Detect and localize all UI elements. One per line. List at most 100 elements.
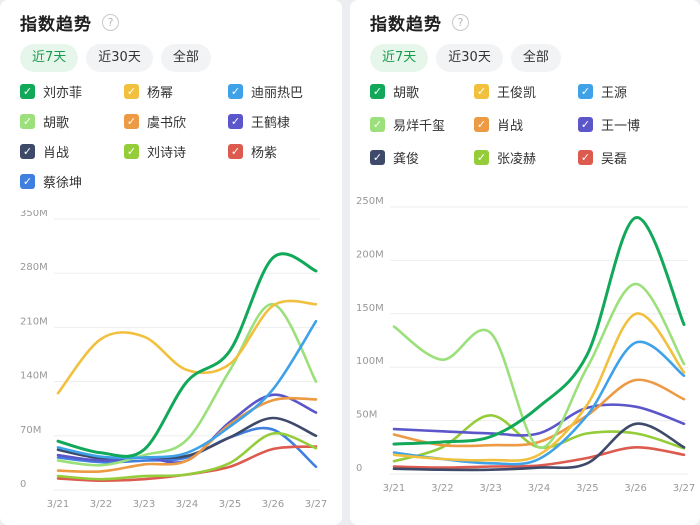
- y-tick-label: 140M: [20, 371, 48, 382]
- legend-item[interactable]: ✓ 吴磊: [578, 148, 627, 167]
- title-row: 指数趋势 ?: [20, 10, 119, 35]
- legend-item[interactable]: ✓ 易烊千玺: [370, 115, 445, 134]
- checkbox-checked-icon[interactable]: ✓: [124, 144, 139, 159]
- panel-title: 指数趋势: [370, 15, 442, 35]
- trend-chart: 0 70M 140M 210M 280M 350M 3/21 3/22 3/23 3/24 3/25…: [20, 210, 327, 510]
- legend-label: 胡歌: [43, 116, 70, 131]
- legend-item[interactable]: ✓ 王俊凯: [474, 82, 536, 101]
- legend-label: 龚俊: [393, 152, 420, 167]
- series-line: [56, 416, 318, 461]
- x-tick-label: 3/23: [133, 499, 155, 510]
- legend-label: 肖战: [43, 146, 70, 161]
- x-tick-label: 3/25: [219, 499, 241, 510]
- tab-7-days[interactable]: 近7天: [370, 44, 429, 72]
- title-row: 指数趋势 ?: [370, 10, 469, 35]
- y-tick-label: 150M: [356, 303, 384, 314]
- legend-item[interactable]: ✓ 蔡徐坤: [20, 172, 82, 191]
- checkbox-checked-icon[interactable]: ✓: [578, 84, 593, 99]
- series-line: [392, 422, 686, 472]
- legend-label: 胡歌: [393, 86, 420, 101]
- series-line: [392, 378, 686, 448]
- series-line: [392, 403, 686, 437]
- checkbox-checked-icon[interactable]: ✓: [228, 114, 243, 129]
- period-tabs: 近7天 近30天 全部: [370, 44, 561, 72]
- legend-item[interactable]: ✓ 肖战: [20, 142, 69, 161]
- checkbox-checked-icon[interactable]: ✓: [370, 84, 385, 99]
- checkbox-checked-icon[interactable]: ✓: [20, 144, 35, 159]
- y-tick-label: 250M: [356, 196, 384, 207]
- x-tick-label: 3/24: [528, 483, 550, 494]
- tab-all[interactable]: 全部: [160, 44, 211, 72]
- x-tick-label: 3/25: [576, 483, 598, 494]
- legend-label: 吴磊: [601, 152, 628, 167]
- y-tick-label: 200M: [356, 249, 384, 260]
- checkbox-checked-icon[interactable]: ✓: [228, 84, 243, 99]
- legend-item[interactable]: ✓ 胡歌: [370, 82, 419, 101]
- tab-all[interactable]: 全部: [510, 44, 561, 72]
- legend-item[interactable]: ✓ 胡歌: [20, 112, 69, 131]
- checkbox-checked-icon[interactable]: ✓: [474, 117, 489, 132]
- help-icon[interactable]: ?: [452, 14, 469, 31]
- x-tick-label: 3/27: [673, 483, 695, 494]
- legend-item[interactable]: ✓ 张凌赫: [474, 148, 536, 167]
- checkbox-checked-icon[interactable]: ✓: [474, 150, 489, 165]
- panel-title: 指数趋势: [20, 15, 92, 35]
- legend-label: 刘亦菲: [43, 86, 83, 101]
- x-tick-label: 3/24: [176, 499, 198, 510]
- tab-30-days[interactable]: 近30天: [86, 44, 153, 72]
- left-panel: 指数趋势 ? 近7天 近30天 全部 ✓ 刘亦菲 ✓ 杨幂 ✓ 迪丽热巴 ✓ 胡歌 ✓ 虞书欣 ✓ 王…: [0, 0, 342, 525]
- x-tick-label: 3/21: [47, 499, 69, 510]
- tab-7-days[interactable]: 近7天: [20, 44, 79, 72]
- checkbox-checked-icon[interactable]: ✓: [124, 114, 139, 129]
- checkbox-checked-icon[interactable]: ✓: [370, 150, 385, 165]
- legend-label: 杨紫: [251, 146, 278, 161]
- series-line: [56, 299, 318, 395]
- legend-item[interactable]: ✓ 刘诗诗: [124, 142, 186, 161]
- checkbox-checked-icon[interactable]: ✓: [474, 84, 489, 99]
- legend-item[interactable]: ✓ 龚俊: [370, 148, 419, 167]
- series-line: [392, 445, 686, 469]
- checkbox-checked-icon[interactable]: ✓: [20, 114, 35, 129]
- legend-label: 张凌赫: [497, 152, 537, 167]
- y-tick-label: 210M: [20, 316, 48, 327]
- series-line: [56, 396, 318, 474]
- checkbox-checked-icon[interactable]: ✓: [370, 117, 385, 132]
- checkbox-checked-icon[interactable]: ✓: [20, 174, 35, 189]
- legend-item[interactable]: ✓ 王一博: [578, 115, 640, 134]
- legend-item[interactable]: ✓ 杨紫: [228, 142, 277, 161]
- checkbox-checked-icon[interactable]: ✓: [578, 117, 593, 132]
- y-tick-label: 280M: [20, 262, 48, 273]
- tab-30-days[interactable]: 近30天: [436, 44, 503, 72]
- checkbox-checked-icon[interactable]: ✓: [124, 84, 139, 99]
- x-tick-label: 3/23: [479, 483, 501, 494]
- legend-label: 肖战: [497, 119, 524, 134]
- legend-label: 王源: [601, 86, 628, 101]
- legend-item[interactable]: ✓ 杨幂: [124, 82, 173, 101]
- checkbox-checked-icon[interactable]: ✓: [20, 84, 35, 99]
- series-line: [56, 432, 318, 481]
- legend-label: 易烊千玺: [393, 119, 446, 134]
- checkbox-checked-icon[interactable]: ✓: [578, 150, 593, 165]
- legend-item[interactable]: ✓ 王源: [578, 82, 627, 101]
- legend-item[interactable]: ✓ 迪丽热巴: [228, 82, 303, 101]
- series-line: [56, 319, 318, 460]
- legend-label: 刘诗诗: [147, 146, 187, 161]
- y-tick-label: 50M: [356, 410, 377, 421]
- legend-label: 迪丽热巴: [251, 86, 304, 101]
- checkbox-checked-icon[interactable]: ✓: [228, 144, 243, 159]
- right-panel: 指数趋势 ? 近7天 近30天 全部 ✓ 胡歌 ✓ 王俊凯 ✓ 王源 ✓ 易烊千玺 ✓ 肖战 ✓ 王一…: [350, 0, 700, 525]
- legend-item[interactable]: ✓ 肖战: [474, 115, 523, 134]
- x-tick-label: 3/22: [431, 483, 453, 494]
- legend-item[interactable]: ✓ 王鹤棣: [228, 112, 290, 131]
- legend-label: 王俊凯: [497, 86, 537, 101]
- help-icon[interactable]: ?: [102, 14, 119, 31]
- y-tick-label: 350M: [20, 210, 48, 219]
- legend-label: 王鹤棣: [251, 116, 291, 131]
- legend-item[interactable]: ✓ 刘亦菲: [20, 82, 82, 101]
- x-tick-label: 3/21: [383, 483, 405, 494]
- x-tick-label: 3/26: [262, 499, 284, 510]
- legend-item[interactable]: ✓ 虞书欣: [124, 112, 186, 131]
- y-tick-label: 0: [356, 463, 362, 474]
- y-tick-label: 70M: [20, 425, 41, 436]
- series-line: [56, 426, 318, 469]
